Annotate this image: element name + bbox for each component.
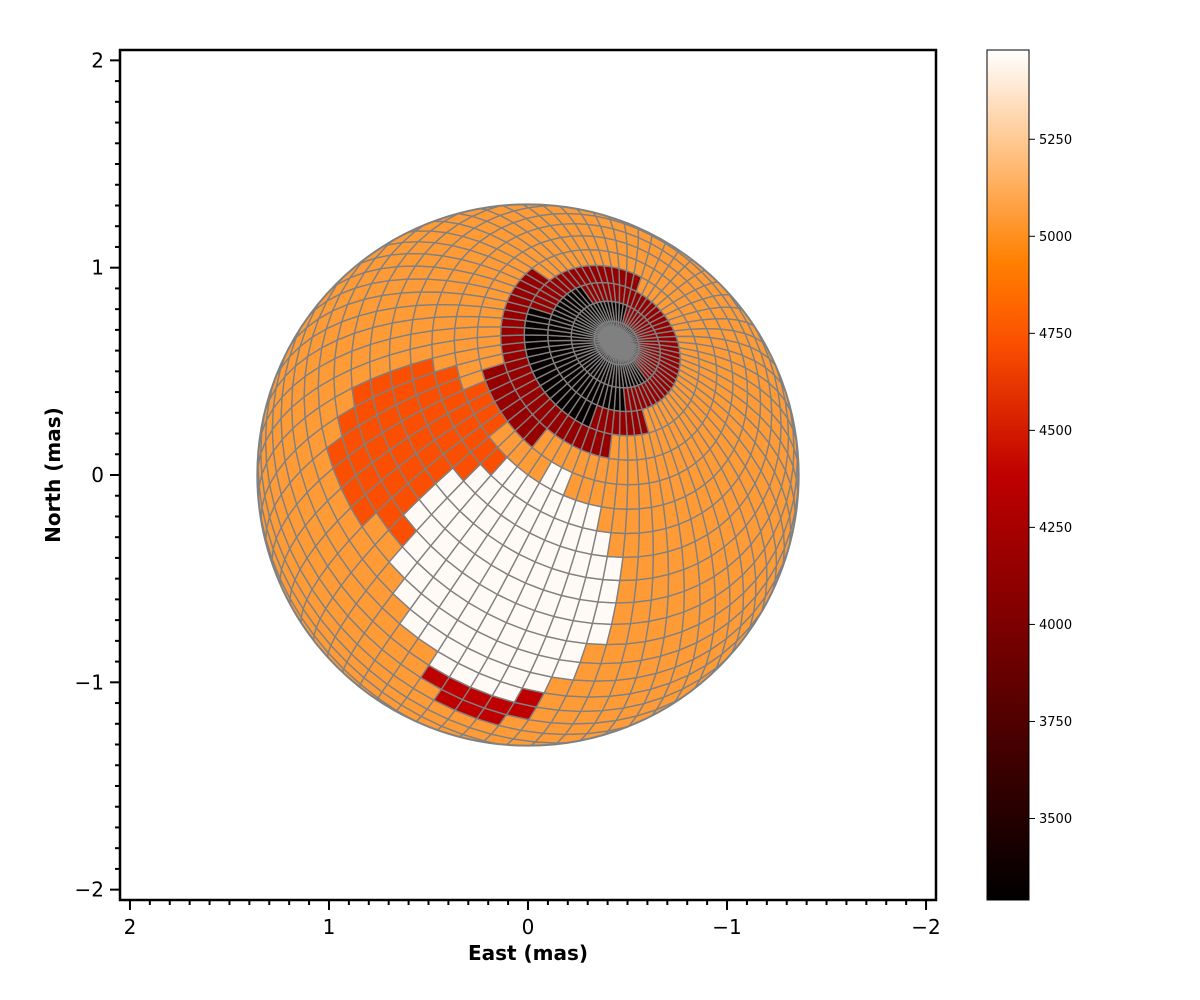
- surface-cell: [453, 326, 479, 342]
- colorbar-ticks: 3500 3750 4000 4250 4500 4750 5000 5250: [1029, 133, 1072, 827]
- colorbar-tick-label: 3750: [1039, 715, 1072, 730]
- surface-cell: [626, 483, 641, 510]
- star-limb: [256, 203, 800, 747]
- y-tick-label: 2: [91, 48, 104, 72]
- surface-cell: [624, 508, 640, 535]
- colorbar-tick-label: 4250: [1039, 521, 1072, 536]
- colorbar-tick-label: 4750: [1039, 327, 1072, 342]
- surface-cell: [431, 315, 458, 332]
- surface-cell: [454, 315, 480, 330]
- y-tick-label: −1: [75, 670, 104, 694]
- surface-cell: [499, 334, 526, 346]
- surface-cell: [638, 506, 654, 534]
- colorbar: 3500 3750 4000 4250 4500 4750 5000 5250: [986, 49, 1072, 901]
- x-tick-label: −1: [712, 915, 741, 939]
- x-tick-label: 1: [323, 915, 336, 939]
- surface-cell: [626, 459, 640, 486]
- surface-cell: [637, 482, 653, 510]
- surface-cell: [635, 554, 654, 581]
- surface-cell: [523, 334, 549, 344]
- star-surface: [256, 203, 800, 747]
- colorbar-tick-label: 3500: [1039, 812, 1072, 827]
- colorbar-gradient: [987, 50, 1029, 900]
- x-tick-label: 2: [124, 915, 137, 939]
- surface-cell: [665, 523, 683, 553]
- y-tick-label: −2: [75, 878, 104, 902]
- y-tick-label: 0: [91, 463, 104, 487]
- surface-cell: [433, 303, 461, 319]
- surface-cell: [652, 550, 670, 579]
- colorbar-tick-label: 4000: [1039, 618, 1072, 633]
- x-tick-label: −2: [911, 915, 940, 939]
- y-axis-label: North (mas): [41, 407, 65, 543]
- surface-cell: [652, 527, 669, 556]
- colorbar-tick-label: 4500: [1039, 424, 1072, 439]
- surface-cell: [476, 326, 502, 339]
- x-axis-ticks: 2 1 0 −1 −2: [124, 900, 941, 939]
- colorbar-frame: [986, 49, 1030, 901]
- x-tick-label: 0: [522, 915, 535, 939]
- x-axis-label: East (mas): [468, 941, 588, 965]
- surface-cell: [650, 503, 667, 533]
- y-tick-label: 1: [91, 256, 104, 280]
- surface-cell: [626, 434, 638, 461]
- surface-cell: [672, 328, 695, 338]
- surface-cell: [618, 410, 628, 437]
- colorbar-tick-label: 5250: [1039, 133, 1072, 148]
- surface-cell: [604, 342, 618, 362]
- surface-cell: [637, 530, 654, 558]
- colorbar-tick-label: 5000: [1039, 230, 1072, 245]
- surface-cell: [613, 282, 621, 304]
- y-axis-ticks: 2 1 0 −1 −2: [75, 48, 120, 902]
